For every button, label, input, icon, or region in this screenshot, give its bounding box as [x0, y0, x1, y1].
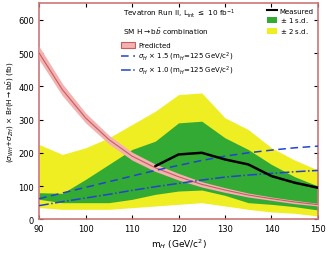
Text: SM H$\rightarrow$b$\bar{b}$ combination: SM H$\rightarrow$b$\bar{b}$ combination — [123, 27, 208, 37]
Y-axis label: ($\sigma_{WH}$+$\sigma_{ZH}$) $\times$ Br(H$\rightarrow$b$\bar{b}$) (fb): ($\sigma_{WH}$+$\sigma_{ZH}$) $\times$ B… — [4, 61, 16, 163]
Text: Tevatron Run II, L$_{\rm int}$ $\leq$ 10 fb$^{-1}$: Tevatron Run II, L$_{\rm int}$ $\leq$ 10… — [123, 7, 235, 20]
Legend: Predicted, $\sigma_H$ $\times$ 1.5 (m$_H$=125 GeV/c$^2$), $\sigma_H$ $\times$ 1.: Predicted, $\sigma_H$ $\times$ 1.5 (m$_H… — [121, 42, 234, 78]
X-axis label: m$_H$ (GeV/c$^2$): m$_H$ (GeV/c$^2$) — [150, 236, 207, 250]
